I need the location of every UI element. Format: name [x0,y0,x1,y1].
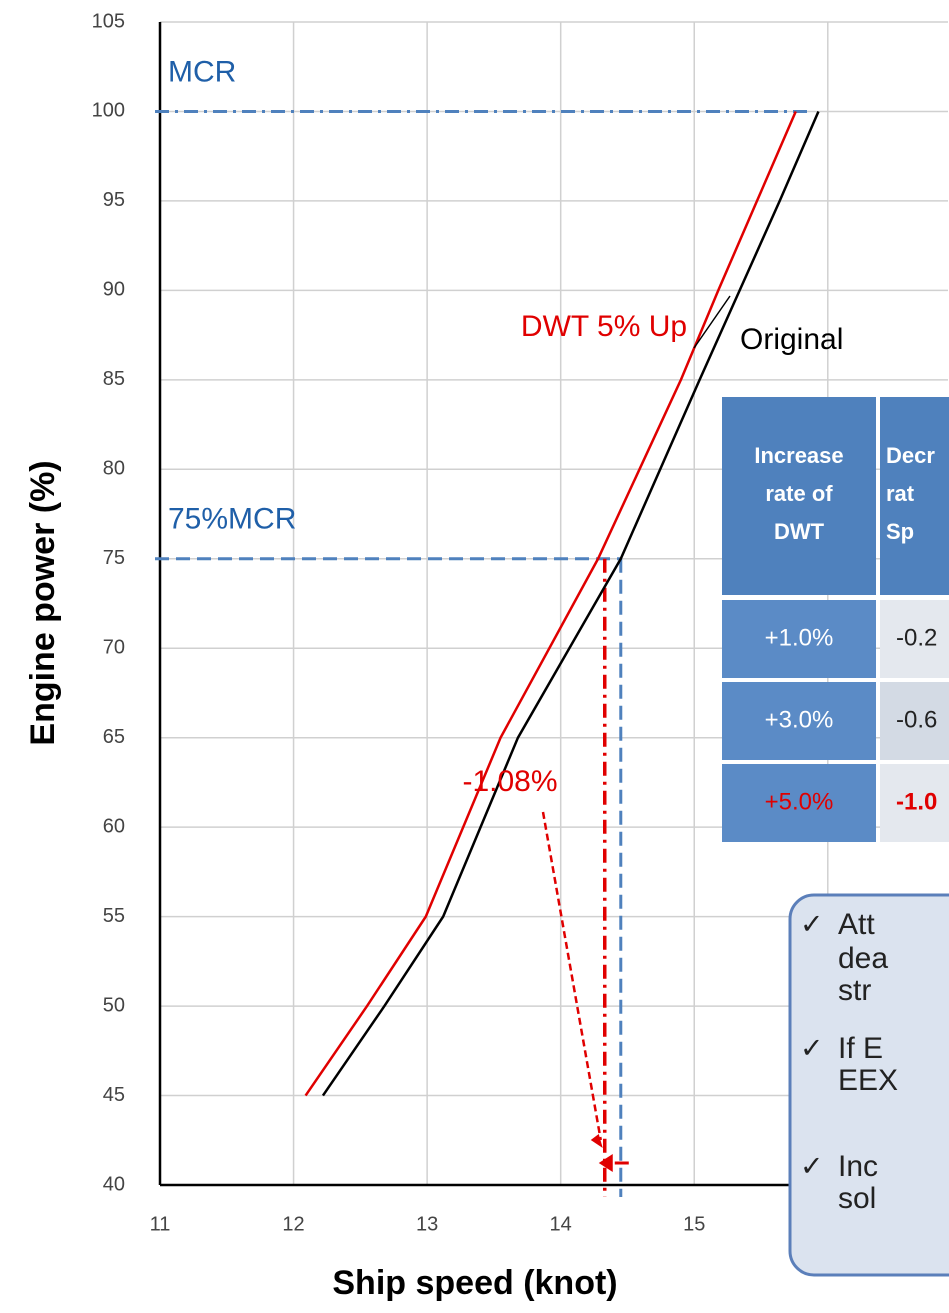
y-axis-label: Engine power (%) [24,460,62,745]
note-text: str [838,974,871,1007]
reference-label: MCR [168,55,236,88]
table-cell [722,682,876,760]
y-tick-label: 50 [103,994,125,1016]
table-cell-text: -0.6 [896,706,937,733]
y-tick-label: 95 [103,189,125,211]
y-tick-label: 105 [92,10,125,32]
table-cell [880,682,949,760]
table-header-cell [880,397,949,595]
series-line [304,110,797,1097]
table-cell [722,764,876,842]
note-bullet: ✓ [800,1150,823,1181]
x-axis-label: Ship speed (knot) [332,1264,617,1302]
note-text: EEX [838,1064,898,1097]
note-text: sol [838,1182,876,1215]
table-cell-text: +5.0% [765,788,834,815]
x-tick-label: 13 [416,1213,438,1235]
note-bullet: ✓ [800,908,823,939]
series-line [321,110,820,1097]
table-cell-text: -0.2 [896,624,937,651]
x-tick-label: 15 [683,1213,705,1235]
note-text: dea [838,942,888,975]
table-cell [880,764,949,842]
table-header-text: Sp [886,519,914,544]
note-bullet: ✓ [800,1032,823,1063]
y-tick-label: 100 [92,100,125,122]
x-tick-label: 12 [282,1213,304,1235]
table-header-text: rate of [765,481,833,506]
table-header-text: rat [886,481,915,506]
y-tick-label: 85 [103,368,125,390]
y-tick-label: 40 [103,1173,125,1195]
table-header-cell [722,397,876,595]
table-header-text: DWT [774,519,825,544]
note-box [788,893,949,1277]
y-tick-label: 45 [103,1084,125,1106]
series-label: Original [740,323,843,356]
y-tick-label: 90 [103,279,125,301]
y-tick-label: 75 [103,547,125,569]
drop-label: -1.08% [462,765,557,798]
x-tick-label: 11 [150,1213,171,1235]
y-tick-label: 65 [103,726,125,748]
table-header-text: Decr [886,443,935,468]
y-tick-label: 55 [103,905,125,927]
note-text: Att [838,908,875,941]
series-label: DWT 5% Up [521,310,687,343]
pointer [693,295,731,349]
table-cell [722,600,876,678]
y-tick-label: 80 [103,458,125,480]
note-text: Inc [838,1150,878,1183]
drop-arrow-head [598,1154,613,1172]
table-cell-text: +3.0% [765,706,834,733]
x-tick-label: 14 [550,1213,572,1235]
table-cell-text: -1.0 [896,788,937,815]
table-cell [880,600,949,678]
reference-label: 75%MCR [168,503,296,536]
y-tick-label: 60 [103,815,125,837]
drop-pointer [541,811,602,1141]
note-text: If E [838,1032,883,1065]
table-cell-text: +1.0% [765,624,834,651]
y-tick-label: 70 [103,637,125,659]
drop-pointer-head [590,1134,603,1148]
table-header-text: Increase [754,443,843,468]
